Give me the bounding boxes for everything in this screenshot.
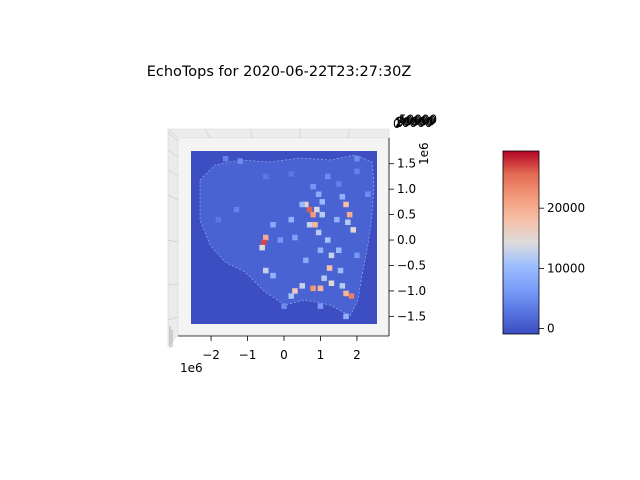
x-axis: −2 −1 0 1 2 bbox=[178, 335, 389, 362]
y-tick-label: 1.0 bbox=[397, 182, 416, 196]
heatmap-cell bbox=[343, 290, 349, 297]
heatmap-cell bbox=[348, 293, 355, 299]
heatmap-cell bbox=[317, 285, 324, 292]
heatmap-cell bbox=[325, 237, 331, 243]
heatmap-cell bbox=[346, 211, 353, 218]
heatmap-cell bbox=[319, 211, 325, 218]
heatmap-cell bbox=[263, 234, 269, 241]
y-axis: 1.5 1.0 0.5 0.0 −0.5 −1.0 −1.5 bbox=[388, 138, 426, 336]
x-tick-label: −1 bbox=[239, 348, 257, 362]
x-offset-label: 1e6 bbox=[180, 361, 203, 375]
colorbar-tick-label: 10000 bbox=[547, 261, 585, 275]
heatmap-cell bbox=[292, 288, 298, 294]
heatmap-cell bbox=[215, 216, 222, 223]
z-tick-label: 10000 bbox=[394, 116, 432, 130]
heatmap-cell bbox=[345, 219, 351, 225]
heatmap-cell bbox=[319, 199, 325, 205]
colorbar-tick-label: 0 bbox=[547, 322, 555, 336]
heatmap-cell bbox=[299, 283, 305, 289]
heatmap-cell bbox=[270, 272, 276, 279]
heatmap-cell bbox=[336, 181, 342, 187]
colorbar-ticks: 0 10000 20000 bbox=[539, 201, 585, 336]
y-tick-label: 0.5 bbox=[397, 208, 416, 222]
heatmap-cell bbox=[314, 206, 320, 213]
heatmap-cell bbox=[328, 252, 335, 259]
y-tick-label: 0.0 bbox=[397, 233, 416, 247]
heatmap-cell bbox=[222, 155, 229, 162]
x-tick-label: −2 bbox=[202, 348, 220, 362]
heatmap-cell bbox=[354, 168, 360, 175]
land-outline bbox=[199, 154, 375, 317]
heatmap-cell bbox=[321, 275, 327, 281]
heatmap-cell bbox=[315, 191, 322, 197]
chart-title: EchoTops for 2020-06-22T23:27:30Z bbox=[146, 64, 412, 80]
y-offset-label: 1e6 bbox=[417, 142, 431, 165]
heatmap-cells bbox=[215, 155, 371, 320]
heatmap-cell bbox=[343, 201, 349, 208]
heatmap-cell bbox=[343, 313, 349, 320]
heatmap-cell bbox=[328, 280, 335, 286]
heatmap-cell bbox=[310, 211, 316, 218]
colorbar-tick-label: 20000 bbox=[547, 201, 585, 215]
heatmap-cell bbox=[339, 283, 346, 289]
heatmap-cell bbox=[336, 247, 342, 253]
heatmap-cell bbox=[317, 247, 324, 253]
heatmap-cell bbox=[281, 303, 287, 309]
x-tick-label: 2 bbox=[353, 348, 361, 362]
colorbar bbox=[502, 150, 540, 335]
heatmap-cell bbox=[306, 206, 313, 213]
heatmap-cell bbox=[233, 206, 240, 213]
z-tick-label: 20000 bbox=[395, 115, 433, 129]
heatmap-cell bbox=[263, 267, 269, 274]
heatmap-cell bbox=[310, 183, 316, 190]
heatmap-cell bbox=[312, 222, 318, 228]
x-tick-label: 0 bbox=[280, 348, 288, 362]
heatmap-cell bbox=[365, 191, 371, 197]
heatmap-cell bbox=[339, 194, 346, 200]
heatmap-cell bbox=[263, 173, 269, 180]
z-tick-label: 50000 bbox=[399, 113, 437, 127]
heatmap-cell bbox=[317, 303, 324, 309]
heatmap-cell bbox=[277, 237, 284, 243]
heatmap-cell bbox=[325, 173, 331, 180]
heatmap-cell bbox=[299, 201, 305, 208]
heatmap-cell bbox=[303, 201, 309, 208]
heatmap-cell bbox=[310, 285, 316, 292]
heatmap-cell bbox=[288, 216, 294, 223]
heatmap-cell bbox=[270, 222, 276, 228]
heatmap-cell bbox=[306, 222, 313, 228]
heatmap-cell bbox=[261, 239, 267, 246]
heatmap-cell bbox=[259, 244, 265, 251]
land-region bbox=[199, 154, 375, 317]
x-tick-label: 1 bbox=[317, 348, 325, 362]
heatmap-cell bbox=[354, 155, 360, 162]
heatmap-cell bbox=[288, 171, 294, 177]
z-tick-label: 0 bbox=[393, 117, 401, 131]
heatmap-cell bbox=[354, 252, 360, 259]
heatmap-cell bbox=[288, 293, 294, 299]
heatmap-cell bbox=[237, 158, 243, 164]
heatmap-cell bbox=[350, 227, 356, 233]
heatmap-cell bbox=[337, 267, 344, 274]
y-tick-label: 1.5 bbox=[397, 157, 416, 171]
heatmap-cell bbox=[315, 229, 322, 236]
heatmap-cell bbox=[326, 265, 333, 271]
heatmap-cell bbox=[292, 234, 298, 241]
y-tick-label: −0.5 bbox=[397, 258, 426, 272]
heatmap-plot bbox=[191, 151, 377, 324]
y-tick-label: −1.0 bbox=[397, 284, 426, 298]
heatmap-cell bbox=[303, 257, 309, 264]
y-tick-label: −1.5 bbox=[397, 309, 426, 323]
z-tick-label: 30000 bbox=[397, 114, 435, 128]
heatmap-cell bbox=[334, 216, 340, 223]
z-tick-label: 40000 bbox=[398, 113, 436, 127]
